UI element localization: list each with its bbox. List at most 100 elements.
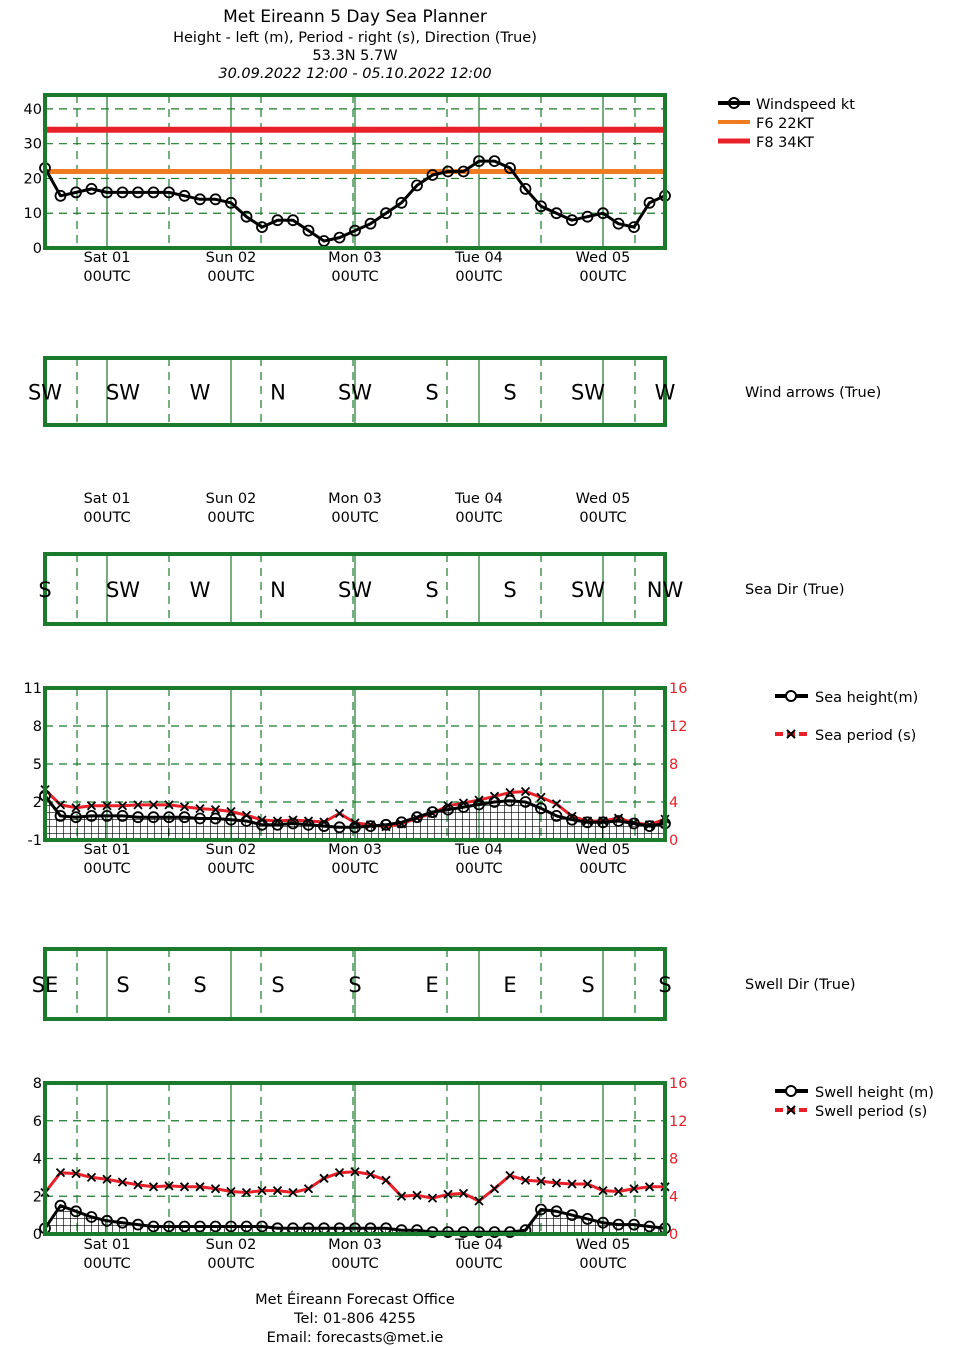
swell-day-label-2: Mon 03 (328, 1237, 382, 1253)
swell-y2tick-3: 12 (669, 1114, 687, 1130)
wind-frame (43, 93, 667, 250)
windspeed-point-14 (256, 221, 268, 234)
dir-time-label-0: 00UTC (83, 510, 130, 526)
swell-period-point-21 (365, 1169, 376, 1180)
wind-arrows-dir-5: S (425, 381, 438, 405)
sea-height-point-13 (240, 815, 253, 827)
sea-dir-dir-5: S (425, 578, 438, 602)
legend-swell-period-label: Swell period (s) (815, 1104, 927, 1120)
legend-sea-height-marker (785, 690, 797, 702)
wind-arrows-dir-3: N (270, 381, 286, 405)
sea-time-label-3: 00UTC (455, 861, 502, 877)
sea-day-label-0: Sat 01 (84, 842, 131, 858)
wind-day-label-2: Mon 03 (328, 250, 382, 266)
sea-period-point-11 (210, 804, 221, 815)
windspeed-point-10 (194, 193, 206, 206)
legend-swell-period-marker (786, 1105, 796, 1115)
sea-y2tick-4: 16 (669, 681, 687, 697)
legend-f8-label: F8 34KT (756, 135, 814, 151)
swell-height-point-38 (628, 1218, 640, 1231)
dir-time-label-2: 00UTC (331, 510, 378, 526)
swell-height-point-37 (612, 1218, 625, 1231)
sea-period-point-3 (86, 801, 97, 811)
sea-height-point-17 (302, 818, 315, 831)
wind-arrows-dir-8: W (655, 381, 676, 405)
swell-period-point-37 (613, 1186, 624, 1197)
sea-height-point-19 (333, 821, 346, 834)
sea-ytick-3: 8 (33, 719, 42, 735)
wind-day-label-0: Sat 01 (84, 250, 131, 266)
footer-email: Email: forecasts@met.ie (266, 1330, 444, 1346)
sea-height-point-10 (194, 812, 206, 825)
sea-height-point-16 (287, 817, 299, 830)
swell-frame (43, 1081, 667, 1236)
sea-day-label-3: Tue 04 (454, 842, 503, 858)
swell-dir-dir-0: SE (32, 973, 59, 997)
sea-height-point-2 (70, 811, 82, 824)
windspeed-point-38 (628, 221, 640, 234)
swell-dir-frame (43, 947, 667, 1021)
dir-time-label-3: 00UTC (455, 510, 502, 526)
dir-day-label-2: Mon 03 (328, 491, 382, 507)
windspeed-point-16 (287, 214, 299, 227)
sea-period-point-7 (148, 800, 159, 810)
sea-height-point-1 (54, 810, 67, 822)
swell-time-label-0: 00UTC (83, 1256, 130, 1272)
sea-y2tick-0: 0 (669, 833, 678, 849)
swell-period-point-38 (629, 1184, 639, 1194)
sea-ytick-0: -1 (28, 833, 42, 849)
windspeed-point-13 (240, 210, 253, 223)
swell-dir-dir-6: E (503, 973, 516, 997)
sea-time-label-1: 00UTC (207, 861, 254, 877)
wind-arrows-grid (76, 358, 636, 425)
sea-dir-dir-3: N (270, 578, 286, 602)
sea-frame (43, 686, 667, 842)
swell-period-point-33 (551, 1178, 562, 1188)
sea-height-point-20 (349, 821, 361, 834)
swell-period-point-26 (443, 1189, 453, 1199)
swell-period-point-11 (210, 1184, 221, 1194)
windspeed-point-6 (132, 186, 144, 199)
swell-dir-dir-8: S (658, 973, 671, 997)
sea-height-point-23 (395, 816, 408, 829)
windspeed-point-31 (519, 182, 532, 195)
swell-height-point-13 (240, 1220, 253, 1233)
sea-time-label-4: 00UTC (579, 861, 626, 877)
dir-time-label-1: 00UTC (207, 510, 254, 526)
windspeed-point-1 (54, 189, 67, 202)
swell-height-point-39 (643, 1220, 656, 1233)
swell-period-point-19 (334, 1168, 345, 1178)
swell-period-point-36 (598, 1185, 608, 1196)
swell-period-point-6 (133, 1180, 143, 1190)
swell-height-point-32 (535, 1203, 547, 1216)
windspeed-point-24 (411, 179, 423, 192)
swell-period-point-14 (257, 1185, 267, 1196)
swell-y2tick-2: 8 (669, 1152, 678, 1168)
windspeed-point-20 (349, 224, 361, 237)
sea-height-point-26 (442, 803, 454, 816)
windspeed-point-33 (550, 207, 563, 220)
wind-ytick-3: 30 (24, 137, 42, 153)
sea-height-point-14 (256, 818, 268, 831)
windspeed-point-17 (302, 224, 315, 237)
windspeed-point-4 (101, 186, 113, 199)
swell-period-point-28 (474, 1196, 484, 1206)
sea-height-point-6 (132, 811, 144, 824)
windspeed-point-7 (147, 186, 160, 199)
wind-time-label-0: 00UTC (83, 269, 130, 285)
wind-ytick-0: 0 (33, 241, 42, 257)
swell-period-point-15 (272, 1185, 283, 1196)
swell-dir-dir-4: S (348, 973, 361, 997)
sea-period-point-2 (71, 803, 81, 813)
swell-height-point-3 (85, 1211, 98, 1223)
sea-ytick-2: 5 (33, 757, 42, 773)
swell-ytick-3: 6 (33, 1114, 42, 1130)
swell-period-point-5 (117, 1177, 128, 1187)
swell-period-point-22 (381, 1175, 391, 1185)
sea-height-point-3 (85, 810, 98, 822)
swell-height-point-6 (132, 1218, 144, 1231)
sea-ytick-1: 2 (33, 795, 42, 811)
swell-ytick-0: 0 (33, 1227, 42, 1243)
dir-day-label-3: Tue 04 (454, 491, 503, 507)
windspeed-point-2 (70, 186, 82, 199)
